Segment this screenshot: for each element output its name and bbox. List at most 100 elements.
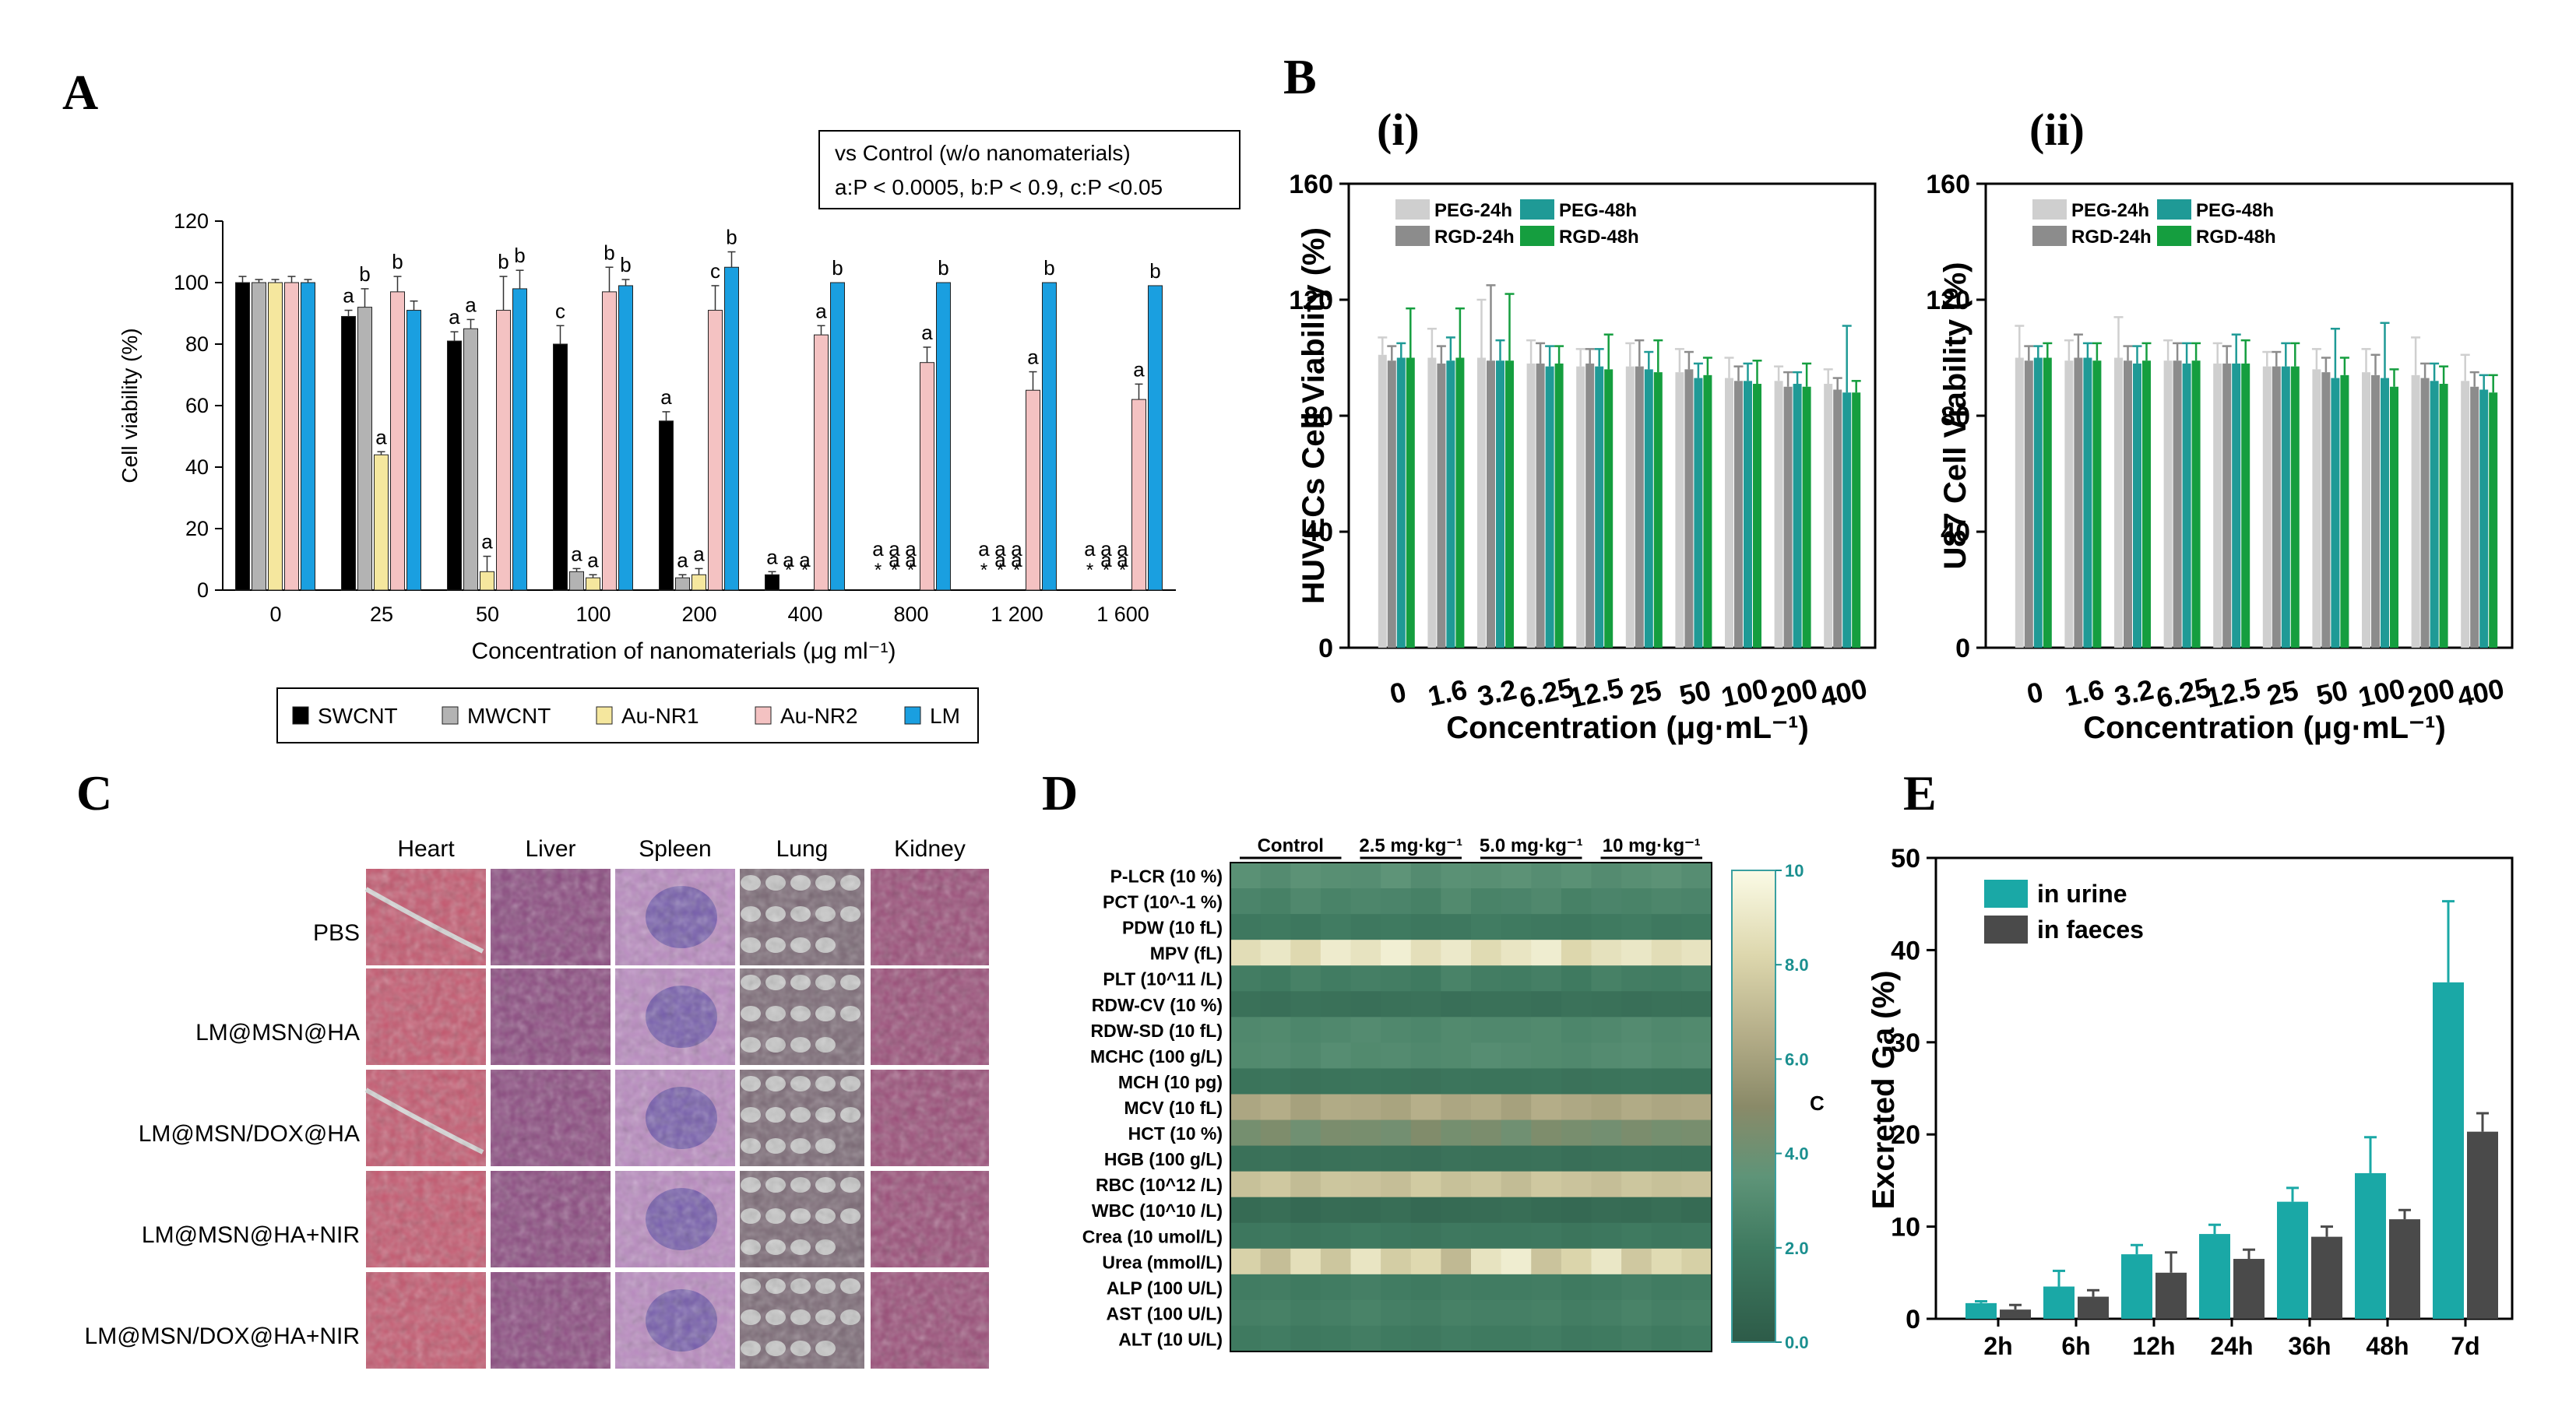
d-heatmap-cell bbox=[1591, 1274, 1622, 1301]
e-y-axis-label: Excreted Ga (%) bbox=[1867, 971, 1901, 1210]
c-column-label: Liver bbox=[525, 836, 575, 862]
a-star-marker: * bbox=[875, 560, 882, 581]
d-colorbar-tick-label: 10 bbox=[1785, 861, 1804, 880]
d-heatmap-cell bbox=[1621, 863, 1652, 889]
d-heatmap-cell bbox=[1561, 940, 1592, 966]
d-heatmap-cell bbox=[1381, 991, 1412, 1018]
a-x-tick-label: 0 bbox=[269, 603, 281, 626]
a-significance-letter: a bbox=[905, 548, 917, 571]
bii-bar-rgd-48h bbox=[2290, 366, 2300, 648]
d-heatmap-cell bbox=[1381, 1299, 1412, 1327]
e-bar-in-faeces bbox=[2078, 1296, 2109, 1319]
bi-legend-swatch bbox=[1520, 199, 1554, 220]
d-heatmap-cell bbox=[1320, 1042, 1351, 1069]
d-heatmap-cell bbox=[1651, 1094, 1682, 1121]
d-heatmap-cell bbox=[1350, 1222, 1381, 1250]
c-tissue-texture bbox=[871, 1272, 989, 1369]
c-tissue-texture bbox=[366, 1171, 486, 1267]
a-y-tick-label: 80 bbox=[185, 332, 209, 356]
a-significance-letter: a bbox=[481, 530, 493, 554]
a-significance-letter: a bbox=[994, 537, 1006, 561]
d-heatmap-cell bbox=[1441, 1222, 1472, 1250]
a-significance-letter: a bbox=[978, 537, 990, 561]
e-bar-in-urine bbox=[2043, 1286, 2075, 1319]
d-heatmap-cell bbox=[1651, 914, 1682, 940]
c-tissue-image bbox=[491, 869, 611, 965]
d-heatmap-cell bbox=[1441, 1068, 1472, 1095]
a-x-tick-label: 800 bbox=[893, 603, 928, 626]
d-heatmap-cell bbox=[1350, 1145, 1381, 1172]
bii-x-tick-label: 1.6 bbox=[2062, 673, 2106, 713]
d-heatmap-cell bbox=[1381, 1017, 1412, 1043]
bi-bar-peg-48h bbox=[1446, 360, 1455, 648]
c-row-label: LM@MSN/DOX@HA+NIR bbox=[85, 1323, 360, 1349]
bii-bar-rgd-48h bbox=[2142, 360, 2151, 648]
d-heatmap-cell bbox=[1260, 1274, 1291, 1301]
bii-legend-label: PEG-24h bbox=[2071, 200, 2149, 221]
bi-bar-peg-24h bbox=[1625, 366, 1635, 648]
bi-bar-rgd-24h bbox=[1585, 363, 1595, 648]
d-heatmap-cell bbox=[1410, 914, 1441, 940]
bi-bar-rgd-24h bbox=[1387, 360, 1396, 648]
d-heatmap-cell bbox=[1681, 863, 1712, 889]
a-significance-letter: b bbox=[620, 253, 631, 276]
a-annotation-box bbox=[818, 130, 1240, 209]
d-heatmap-cell bbox=[1681, 1171, 1712, 1198]
a-y-tick-label: 60 bbox=[185, 394, 209, 417]
d-heatmap-cell bbox=[1621, 1274, 1652, 1301]
c-tissue-texture bbox=[615, 1070, 735, 1166]
d-heatmap-cell bbox=[1591, 863, 1622, 889]
d-heatmap-cell bbox=[1260, 940, 1291, 966]
d-heatmap-cell bbox=[1230, 1197, 1262, 1224]
d-heatmap-cell bbox=[1410, 888, 1441, 915]
bii-y-tick-label: 120 bbox=[1926, 286, 1970, 315]
d-heatmap-cell bbox=[1651, 991, 1682, 1018]
bi-bar-peg-48h bbox=[1595, 366, 1604, 648]
d-heatmap-cell bbox=[1230, 1145, 1262, 1172]
a-significance-letter: b bbox=[832, 256, 843, 279]
a-significance-letter: a bbox=[1011, 537, 1022, 561]
a-significance-letter: b bbox=[359, 262, 370, 286]
bi-bar-peg-48h bbox=[1496, 360, 1504, 648]
c-tissue-texture bbox=[615, 869, 735, 965]
panel-label-a: A bbox=[62, 65, 99, 120]
d-heatmap-cell bbox=[1410, 1197, 1441, 1224]
d-heatmap-cell bbox=[1290, 914, 1321, 940]
d-heatmap-cell bbox=[1621, 965, 1652, 992]
a-star-marker: * bbox=[801, 560, 808, 581]
d-heatmap-cell bbox=[1651, 1197, 1682, 1224]
c-tissue-texture bbox=[740, 1070, 864, 1166]
bii-bar-peg-24h bbox=[2163, 360, 2173, 648]
d-heatmap-cell bbox=[1501, 1248, 1532, 1275]
bii-bar-rgd-24h bbox=[2124, 360, 2132, 648]
d-heatmap-cell bbox=[1290, 1274, 1321, 1301]
bi-x-tick-label: 200 bbox=[1768, 672, 1820, 713]
a-bar-mwcnt bbox=[569, 571, 584, 591]
d-row-label: ALP (100 U/L) bbox=[1107, 1278, 1223, 1298]
a-star-marker: * bbox=[1086, 560, 1093, 581]
d-heatmap-cell bbox=[1260, 1197, 1291, 1224]
a-significance-letter: a bbox=[799, 548, 811, 571]
bi-bar-peg-24h bbox=[1378, 354, 1387, 648]
bii-bar-peg-48h bbox=[2083, 357, 2092, 648]
bii-legend-swatch bbox=[2157, 199, 2191, 220]
d-heatmap-cell bbox=[1471, 965, 1502, 992]
a-significance-letter: b bbox=[726, 226, 737, 249]
d-heatmap-cell bbox=[1260, 1017, 1291, 1043]
d-heatmap-cell bbox=[1230, 888, 1262, 915]
a-bar-au-nr2 bbox=[920, 362, 934, 591]
a-bar-au-nr1 bbox=[692, 574, 706, 591]
d-heatmap-cell bbox=[1350, 1119, 1381, 1147]
bi-bar-peg-48h bbox=[1842, 392, 1852, 648]
d-heatmap-cell bbox=[1561, 863, 1592, 889]
d-heatmap-cell bbox=[1410, 1274, 1441, 1301]
bi-legend-label: RGD-24h bbox=[1434, 227, 1515, 248]
d-heatmap-cell bbox=[1681, 1274, 1712, 1301]
d-heatmap-cell bbox=[1381, 1042, 1412, 1069]
a-significance-letter: b bbox=[514, 244, 525, 267]
d-heatmap-cell bbox=[1350, 991, 1381, 1018]
e-bar-in-urine bbox=[2199, 1234, 2230, 1319]
a-significance-letter: a bbox=[766, 545, 778, 568]
bii-y-tick-label: 80 bbox=[1941, 402, 1970, 431]
bi-x-tick-label: 3.2 bbox=[1475, 673, 1519, 713]
